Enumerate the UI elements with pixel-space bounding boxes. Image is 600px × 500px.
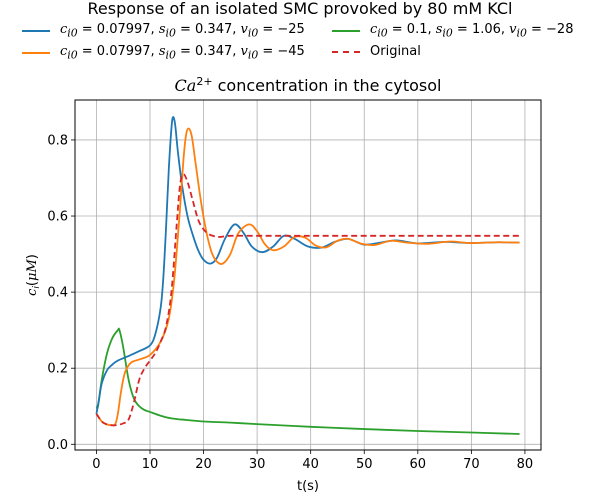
legend-label-blue: ci0 = 0.07997, si0 = 0.347, vi0 = −25 (60, 22, 305, 40)
legend-item-blue: ci0 = 0.07997, si0 = 0.347, vi0 = −25 (22, 22, 305, 40)
legend-line-blue-icon (22, 29, 50, 32)
x-axis-label: t(s) (297, 479, 319, 494)
x-tick-label: 30 (249, 457, 266, 472)
y-tick-label: 0.6 (47, 210, 68, 225)
y-tick-label: 0.4 (47, 286, 68, 301)
legend-label-green: ci0 = 0.1, si0 = 1.06, vi0 = −28 (370, 22, 574, 40)
x-tick-label: 20 (195, 457, 212, 472)
axes-frame (74, 99, 542, 451)
x-tick-label: 80 (517, 457, 534, 472)
legend-label-orange: ci0 = 0.07997, si0 = 0.347, vi0 = −45 (60, 44, 305, 62)
legend-line-green-icon (332, 29, 360, 32)
y-tick-label: 0.8 (47, 133, 68, 148)
y-tick-label: 0.0 (47, 438, 68, 453)
legend-item-orange: ci0 = 0.07997, si0 = 0.347, vi0 = −45 (22, 44, 305, 62)
x-tick-label: 70 (463, 457, 480, 472)
legend-item-green: ci0 = 0.1, si0 = 1.06, vi0 = −28 (332, 22, 573, 40)
series-line-orange (95, 127, 520, 427)
legend-item-red: Original (332, 44, 421, 59)
legend-label-original: Original (370, 44, 421, 59)
series-line-blue (95, 116, 520, 415)
legend-line-orange-icon (22, 51, 50, 54)
series-line-original (95, 173, 520, 427)
grid (75, 100, 541, 450)
x-tick-label: 40 (302, 457, 319, 472)
x-tick-label: 50 (356, 457, 373, 472)
legend-line-red-dashed-icon (332, 50, 360, 53)
series-line-green (95, 327, 520, 435)
figure-suptitle: Response of an isolated SMC provoked by … (87, 0, 513, 18)
y-axis-label: ci(μM) (25, 254, 42, 296)
x-tick-label: 10 (142, 457, 159, 472)
axes-title: Ca2+ concentration in the cytosol (175, 75, 442, 95)
x-tick-label: 0 (92, 457, 100, 472)
x-tick-label: 60 (410, 457, 427, 472)
series-group (95, 116, 520, 435)
y-tick-label: 0.2 (47, 362, 68, 377)
ticks: 0 10 20 30 40 50 60 70 80 0.0 0.2 0.4 0.6 0.8 (47, 133, 533, 472)
